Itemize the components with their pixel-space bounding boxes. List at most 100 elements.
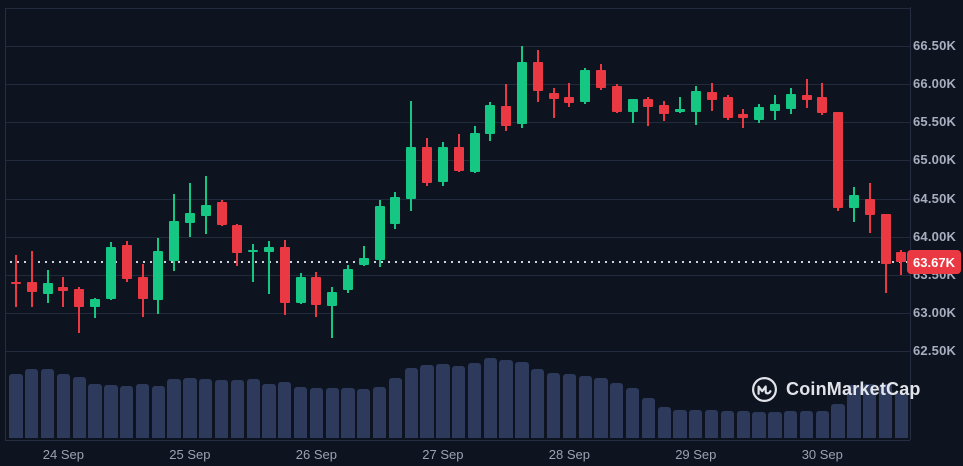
candle-body-up xyxy=(848,195,859,208)
volume-bar xyxy=(578,376,592,438)
volume-bar xyxy=(847,385,861,438)
volume-bar xyxy=(230,380,244,438)
volume-bar xyxy=(531,369,545,438)
candle-body-down xyxy=(722,97,733,118)
candle-body-down xyxy=(801,94,812,101)
volume-bar xyxy=(657,407,671,438)
gridline xyxy=(5,84,910,86)
candle-body-down xyxy=(311,277,322,306)
volume-bar xyxy=(515,362,529,438)
volume-bar xyxy=(199,379,213,438)
volume-bar xyxy=(784,411,798,438)
candle-body-up xyxy=(769,104,780,111)
candle-body-up xyxy=(295,277,306,303)
volume-bar xyxy=(372,387,387,438)
volume-bar xyxy=(40,369,55,438)
candle-body-up xyxy=(169,220,180,261)
gridline xyxy=(5,46,910,47)
volume-bar xyxy=(878,384,893,438)
candle-wick-up xyxy=(679,97,681,114)
candle-body-up xyxy=(754,107,765,120)
candle-body-up xyxy=(343,269,353,290)
candle-body-up xyxy=(580,69,591,103)
gridline xyxy=(5,312,910,314)
candle-body-down xyxy=(74,288,85,307)
volume-bar xyxy=(104,385,118,438)
candle-wick-up xyxy=(188,183,191,237)
candle-body-down xyxy=(279,246,290,303)
candle-body-up xyxy=(264,247,274,252)
candle-body-up xyxy=(248,250,259,253)
candle-wick-down xyxy=(62,277,65,307)
volume-bar xyxy=(720,411,735,438)
candle-body-up xyxy=(327,291,338,306)
candle-body-down xyxy=(738,113,749,119)
candle-wick-down xyxy=(568,83,571,107)
candle-wick-up xyxy=(268,241,270,294)
candle-body-up xyxy=(437,147,448,183)
volume-bar xyxy=(799,411,814,438)
price-axis-label: 62.50K xyxy=(913,343,957,358)
candle-body-up xyxy=(153,251,164,300)
volume-bar xyxy=(246,379,260,438)
candle-wick-down xyxy=(647,97,650,127)
candle-body-down xyxy=(11,282,21,285)
volume-bar xyxy=(483,358,497,438)
date-axis-label: 26 Sep xyxy=(295,447,337,462)
volume-bar xyxy=(309,388,324,438)
candle-body-down xyxy=(232,225,243,254)
price-axis-label: 63.00K xyxy=(913,304,957,320)
volume-bar xyxy=(388,378,403,438)
volume-bar xyxy=(278,382,292,438)
date-axis-label: 24 Sep xyxy=(42,447,84,462)
volume-bar xyxy=(768,412,782,438)
candle-body-down xyxy=(896,251,907,262)
volume-bar xyxy=(704,410,719,438)
date-axis-label: 25 Sep xyxy=(169,447,211,462)
candle-wick-down xyxy=(742,108,745,128)
volume-bar xyxy=(452,366,466,438)
volume-bar xyxy=(135,384,150,438)
date-axis-label: 27 Sep xyxy=(422,447,464,462)
volume-bar xyxy=(673,410,687,438)
volume-bar xyxy=(610,383,624,438)
candle-body-down xyxy=(643,99,654,107)
candle-body-up xyxy=(627,99,638,112)
plot-left-border xyxy=(5,7,6,440)
price-axis-label: 65.50K xyxy=(913,114,957,130)
candle-body-down xyxy=(564,97,575,104)
volume-bar xyxy=(9,374,23,438)
date-axis-label: 28 Sep xyxy=(548,447,590,462)
candle-body-down xyxy=(216,202,227,226)
current-price-dotted-line xyxy=(10,261,908,263)
candle-body-up xyxy=(374,206,385,261)
volume-bar xyxy=(815,411,829,438)
volume-bar xyxy=(436,364,450,438)
volume-bar xyxy=(357,389,371,438)
price-axis-label: 66.00K xyxy=(913,76,957,92)
watermark: CoinMarketCap xyxy=(751,374,921,404)
price-axis-line xyxy=(910,7,911,440)
candle-wick-up xyxy=(331,286,334,338)
candle-body-down xyxy=(596,69,606,88)
current-price-label: 63.67K xyxy=(913,254,955,270)
price-axis-label: 65.00K xyxy=(913,152,957,168)
volume-bar xyxy=(641,398,656,438)
volume-bar xyxy=(88,384,102,438)
gridline xyxy=(5,236,910,238)
candle-wick-down xyxy=(15,254,17,307)
candle-body-up xyxy=(690,91,701,113)
candle-wick-down xyxy=(900,250,903,276)
candle-body-up xyxy=(390,197,401,225)
volume-bar xyxy=(325,388,339,438)
volume-bar xyxy=(752,412,766,438)
gridline xyxy=(5,7,910,9)
candle-body-up xyxy=(406,147,417,200)
candle-body-down xyxy=(26,282,37,293)
volume-bar xyxy=(120,386,134,438)
volume-bar xyxy=(341,388,355,438)
gridline xyxy=(5,122,910,124)
volume-bar xyxy=(167,379,181,438)
candle-body-up xyxy=(184,213,195,223)
